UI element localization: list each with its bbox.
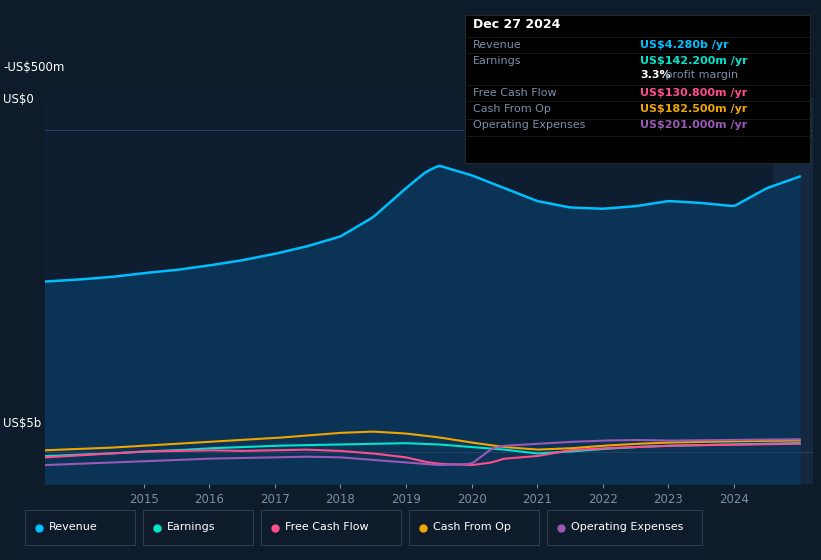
Text: 3.3%: 3.3% [640, 70, 671, 80]
Text: US$201.000m /yr: US$201.000m /yr [640, 120, 747, 130]
Text: Operating Expenses: Operating Expenses [473, 120, 585, 130]
Text: Earnings: Earnings [167, 522, 215, 533]
Text: Cash From Op: Cash From Op [473, 104, 551, 114]
Text: Free Cash Flow: Free Cash Flow [285, 522, 369, 533]
Text: -US$500m: -US$500m [3, 60, 64, 73]
Text: US$5b: US$5b [3, 417, 41, 430]
Text: US$130.800m /yr: US$130.800m /yr [640, 88, 747, 98]
Text: US$182.500m /yr: US$182.500m /yr [640, 104, 747, 114]
Text: US$4.280b /yr: US$4.280b /yr [640, 40, 728, 50]
Text: Earnings: Earnings [473, 56, 521, 66]
Bar [773, 98, 813, 484]
Text: profit margin: profit margin [662, 70, 738, 80]
Text: Free Cash Flow: Free Cash Flow [473, 88, 557, 98]
Text: US$142.200m /yr: US$142.200m /yr [640, 56, 748, 66]
Text: Revenue: Revenue [49, 522, 98, 533]
Text: Operating Expenses: Operating Expenses [571, 522, 683, 533]
Text: Cash From Op: Cash From Op [433, 522, 511, 533]
Text: Revenue: Revenue [473, 40, 522, 50]
Text: Dec 27 2024: Dec 27 2024 [473, 18, 561, 31]
FancyBboxPatch shape [465, 15, 810, 163]
Text: US$0: US$0 [3, 93, 34, 106]
